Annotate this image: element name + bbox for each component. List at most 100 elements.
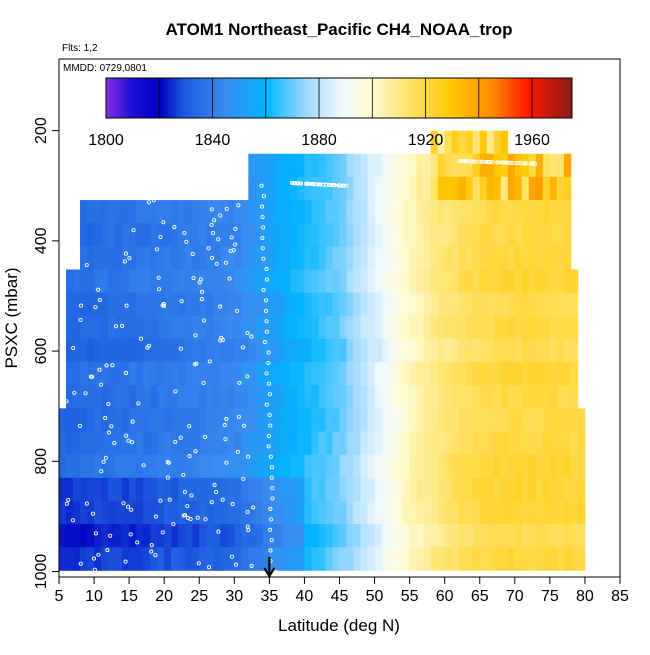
colorbar-segment [310, 78, 314, 118]
heatmap-cell [234, 223, 242, 247]
colorbar-segment [486, 78, 490, 118]
heatmap-cell [220, 547, 228, 571]
heatmap-cell [514, 454, 523, 479]
heatmap-cell [507, 500, 516, 525]
heatmap-cell [143, 408, 151, 432]
heatmap-cell [521, 246, 530, 270]
heatmap-cell [108, 292, 116, 317]
flight-marker [78, 317, 83, 323]
heatmap-cell [339, 292, 347, 317]
heatmap-cell [416, 408, 425, 432]
heatmap-cell [192, 246, 200, 270]
heatmap-cell [500, 130, 509, 155]
heatmap-cell [381, 292, 389, 317]
heatmap-cell [87, 524, 95, 548]
heatmap-cell [262, 153, 270, 178]
heatmap-cell [101, 200, 109, 224]
heatmap-cell [220, 338, 228, 363]
heatmap-cell [507, 269, 516, 294]
heatmap-cell [381, 431, 389, 456]
flight-marker [459, 158, 464, 164]
heatmap-cell [563, 269, 572, 294]
colorbar-segment [390, 78, 394, 118]
heatmap-cell [388, 223, 396, 247]
y-tick-label: 400 [33, 227, 50, 254]
heatmap-cell [346, 223, 354, 247]
heatmap-cell [318, 153, 326, 178]
heatmap-cell [213, 500, 221, 525]
heatmap-cell [451, 223, 460, 247]
flight-marker [93, 305, 98, 310]
colorbar-frame [105, 77, 573, 119]
heatmap-cell [444, 477, 453, 502]
heatmap-cell [276, 362, 284, 386]
heatmap-cell [409, 524, 418, 548]
heatmap-cell [458, 130, 467, 155]
heatmap-cell [108, 338, 116, 363]
heatmap-cell [276, 315, 284, 340]
heatmap-cell [472, 315, 481, 340]
flight-marker [530, 161, 535, 166]
heatmap-cell [269, 246, 277, 270]
heatmap-cell [570, 477, 579, 502]
colorbar-segment [354, 78, 358, 118]
heatmap-cell [80, 269, 88, 294]
heatmap-cell [437, 153, 446, 178]
heatmap-cell [339, 477, 347, 502]
heatmap-cell [94, 408, 102, 432]
colorbar-segment [282, 78, 286, 118]
flight-marker [181, 472, 186, 478]
heatmap-cell [556, 176, 565, 201]
heatmap-cell [507, 547, 516, 571]
heatmap-cell [416, 500, 425, 525]
heatmap-cell [234, 315, 242, 340]
heatmap-cell [66, 269, 74, 294]
heatmap-cell [122, 315, 130, 340]
heatmap-cell [297, 362, 305, 386]
heatmap-cell [332, 292, 340, 317]
heatmap-cell [283, 362, 291, 386]
colorbar-segment [357, 78, 361, 118]
flight-marker [178, 346, 183, 351]
heatmap-cell [206, 292, 214, 317]
colorbar-segment [250, 78, 254, 118]
heatmap-cell [395, 500, 404, 525]
heatmap-cell [444, 269, 453, 294]
heatmap-cell [472, 338, 481, 363]
heatmap-cell [248, 153, 256, 178]
heatmap-cell [73, 524, 81, 548]
colorbar-segment [253, 78, 257, 118]
heatmap-cell [213, 547, 221, 571]
heatmap-cell [451, 176, 460, 201]
flight-marker [149, 549, 154, 554]
heatmap-cell [353, 431, 361, 456]
heatmap-cell [423, 246, 432, 270]
heatmap-cell [570, 315, 579, 340]
heatmap-cell [290, 477, 298, 502]
heatmap-cell [101, 315, 109, 340]
heatmap-cell [535, 547, 544, 571]
heatmap-cell [409, 454, 418, 479]
heatmap-cell [241, 292, 249, 317]
heatmap-cell [115, 547, 123, 571]
heatmap-cell [283, 547, 291, 571]
heatmap-cell [73, 431, 81, 456]
heatmap-cell [479, 246, 488, 270]
heatmap-cell [213, 408, 221, 432]
heatmap-cell [87, 315, 95, 340]
heatmap-cell [150, 200, 158, 224]
flight-marker [99, 469, 104, 474]
heatmap-cell [458, 500, 467, 525]
heatmap-cell [255, 547, 263, 571]
heatmap-cell [199, 269, 207, 294]
x-tick-label: 5 [55, 588, 64, 605]
flight-marker [64, 501, 69, 506]
flight-marker [154, 247, 159, 252]
heatmap-cell [451, 408, 460, 432]
heatmap-cell [332, 454, 340, 479]
flight-marker [268, 527, 273, 532]
heatmap-cell [465, 385, 474, 409]
heatmap-cell [549, 176, 558, 201]
colorbar-segment [540, 78, 544, 118]
heatmap-cell [451, 547, 460, 571]
